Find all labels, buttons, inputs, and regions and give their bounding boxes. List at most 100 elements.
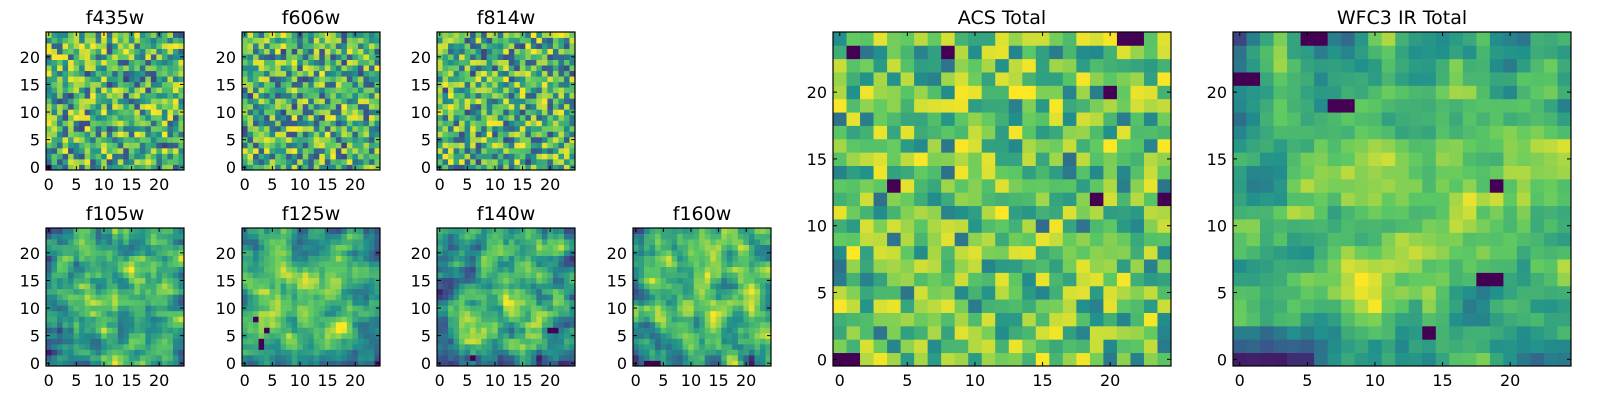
- heatmap-cell: [503, 332, 510, 339]
- heatmap-cell: [525, 142, 532, 149]
- heatmap-cell: [363, 87, 370, 94]
- x-tick-label: 20: [149, 175, 169, 194]
- heatmap-cell: [995, 152, 1010, 166]
- heatmap-cell: [291, 316, 298, 323]
- heatmap-cell: [453, 131, 460, 138]
- heatmap-cell: [941, 205, 956, 220]
- heatmap-cell: [368, 158, 375, 165]
- heatmap-cell: [68, 272, 74, 279]
- heatmap-cell: [68, 343, 74, 350]
- heatmap-cell: [253, 109, 259, 116]
- heatmap-cell: [73, 37, 80, 44]
- heatmap-cell: [1116, 352, 1131, 367]
- heatmap-cell: [335, 120, 342, 127]
- heatmap-cell: [442, 153, 449, 160]
- heatmap-cell: [280, 81, 287, 88]
- heatmap-cell: [341, 32, 348, 38]
- heatmap-cell: [765, 272, 772, 279]
- heatmap-cell: [324, 327, 331, 334]
- heatmap-cell: [860, 192, 874, 207]
- heatmap-cell: [1103, 152, 1118, 166]
- heatmap-cell: [846, 352, 861, 367]
- heatmap-cell: [464, 261, 471, 268]
- heatmap-cell: [547, 92, 554, 99]
- heatmap-cell: [106, 103, 113, 110]
- heatmap-cell: [1076, 272, 1091, 287]
- heatmap-cell: [57, 164, 63, 171]
- heatmap-cell: [486, 272, 493, 279]
- heatmap-cell: [79, 59, 86, 66]
- heatmap-cell: [968, 339, 983, 354]
- heatmap-cell: [927, 272, 942, 287]
- heatmap-cell: [704, 239, 711, 245]
- heatmap-cell: [981, 339, 996, 354]
- heatmap-cell: [280, 37, 287, 44]
- heatmap-cell: [161, 147, 168, 154]
- heatmap-cell: [167, 59, 174, 66]
- heatmap-cell: [1076, 152, 1091, 166]
- heatmap-cell: [927, 152, 942, 166]
- heatmap-cell: [286, 338, 293, 345]
- heatmap-cell: [649, 354, 656, 361]
- heatmap-cell: [525, 109, 532, 116]
- heatmap-cell: [671, 239, 678, 245]
- heatmap-cell: [286, 109, 293, 116]
- heatmap-cell: [280, 239, 287, 245]
- heatmap-cell: [693, 239, 700, 245]
- heatmap-cell: [503, 81, 510, 88]
- heatmap-cell: [525, 349, 532, 356]
- heatmap-cell: [541, 266, 548, 273]
- heatmap-cell: [704, 316, 711, 323]
- heatmap-cell: [258, 114, 265, 121]
- heatmap-cell: [172, 321, 179, 328]
- heatmap-cell: [508, 321, 515, 328]
- heatmap-cell: [291, 76, 298, 83]
- heatmap-cell: [860, 152, 874, 166]
- heatmap-cell: [954, 312, 969, 327]
- heatmap-cell: [470, 59, 477, 66]
- heatmap-cell: [79, 316, 86, 323]
- heatmap-cell: [981, 312, 996, 327]
- heatmap-cell: [90, 299, 97, 306]
- heatmap-cell: [101, 103, 108, 110]
- heatmap-cell: [319, 147, 326, 154]
- heatmap-cell: [759, 283, 766, 290]
- heatmap-cell: [297, 233, 304, 240]
- heatmap-cell: [704, 283, 711, 290]
- heatmap-cell: [368, 43, 375, 49]
- heatmap-cell: [308, 43, 315, 49]
- heatmap-cell: [172, 233, 179, 240]
- heatmap-cell: [464, 147, 471, 154]
- heatmap-cell: [308, 158, 315, 165]
- heatmap-cell: [84, 277, 91, 284]
- heatmap-cell: [481, 125, 488, 132]
- heatmap-cell: [497, 164, 504, 171]
- heatmap-cell: [145, 136, 152, 143]
- heatmap-cell: [150, 109, 157, 116]
- heatmap-cell: [57, 87, 63, 94]
- heatmap-cell: [242, 294, 248, 301]
- heatmap-cell: [346, 338, 353, 345]
- heatmap-cell: [68, 147, 74, 154]
- heatmap-cell: [1062, 232, 1077, 247]
- heatmap-cell: [128, 70, 135, 77]
- heatmap-cell: [46, 272, 52, 279]
- heatmap-cell: [464, 277, 471, 284]
- heatmap-cell: [172, 125, 179, 132]
- heatmap-cell: [150, 76, 157, 83]
- heatmap-cell: [297, 244, 304, 251]
- heatmap-cell: [57, 233, 63, 240]
- heatmap-cell: [123, 343, 130, 350]
- heatmap-cell: [503, 299, 510, 306]
- heatmap-cell: [253, 343, 259, 350]
- heatmap-cell: [247, 158, 254, 165]
- heatmap-cell: [677, 228, 684, 234]
- heatmap-cell: [128, 136, 135, 143]
- heatmap-cell: [291, 338, 298, 345]
- heatmap-cell: [514, 131, 521, 138]
- heatmap-cell: [547, 136, 554, 143]
- heatmap-cell: [291, 59, 298, 66]
- heatmap-cell: [699, 283, 706, 290]
- heatmap-cell: [464, 136, 471, 143]
- heatmap-cell: [330, 48, 337, 55]
